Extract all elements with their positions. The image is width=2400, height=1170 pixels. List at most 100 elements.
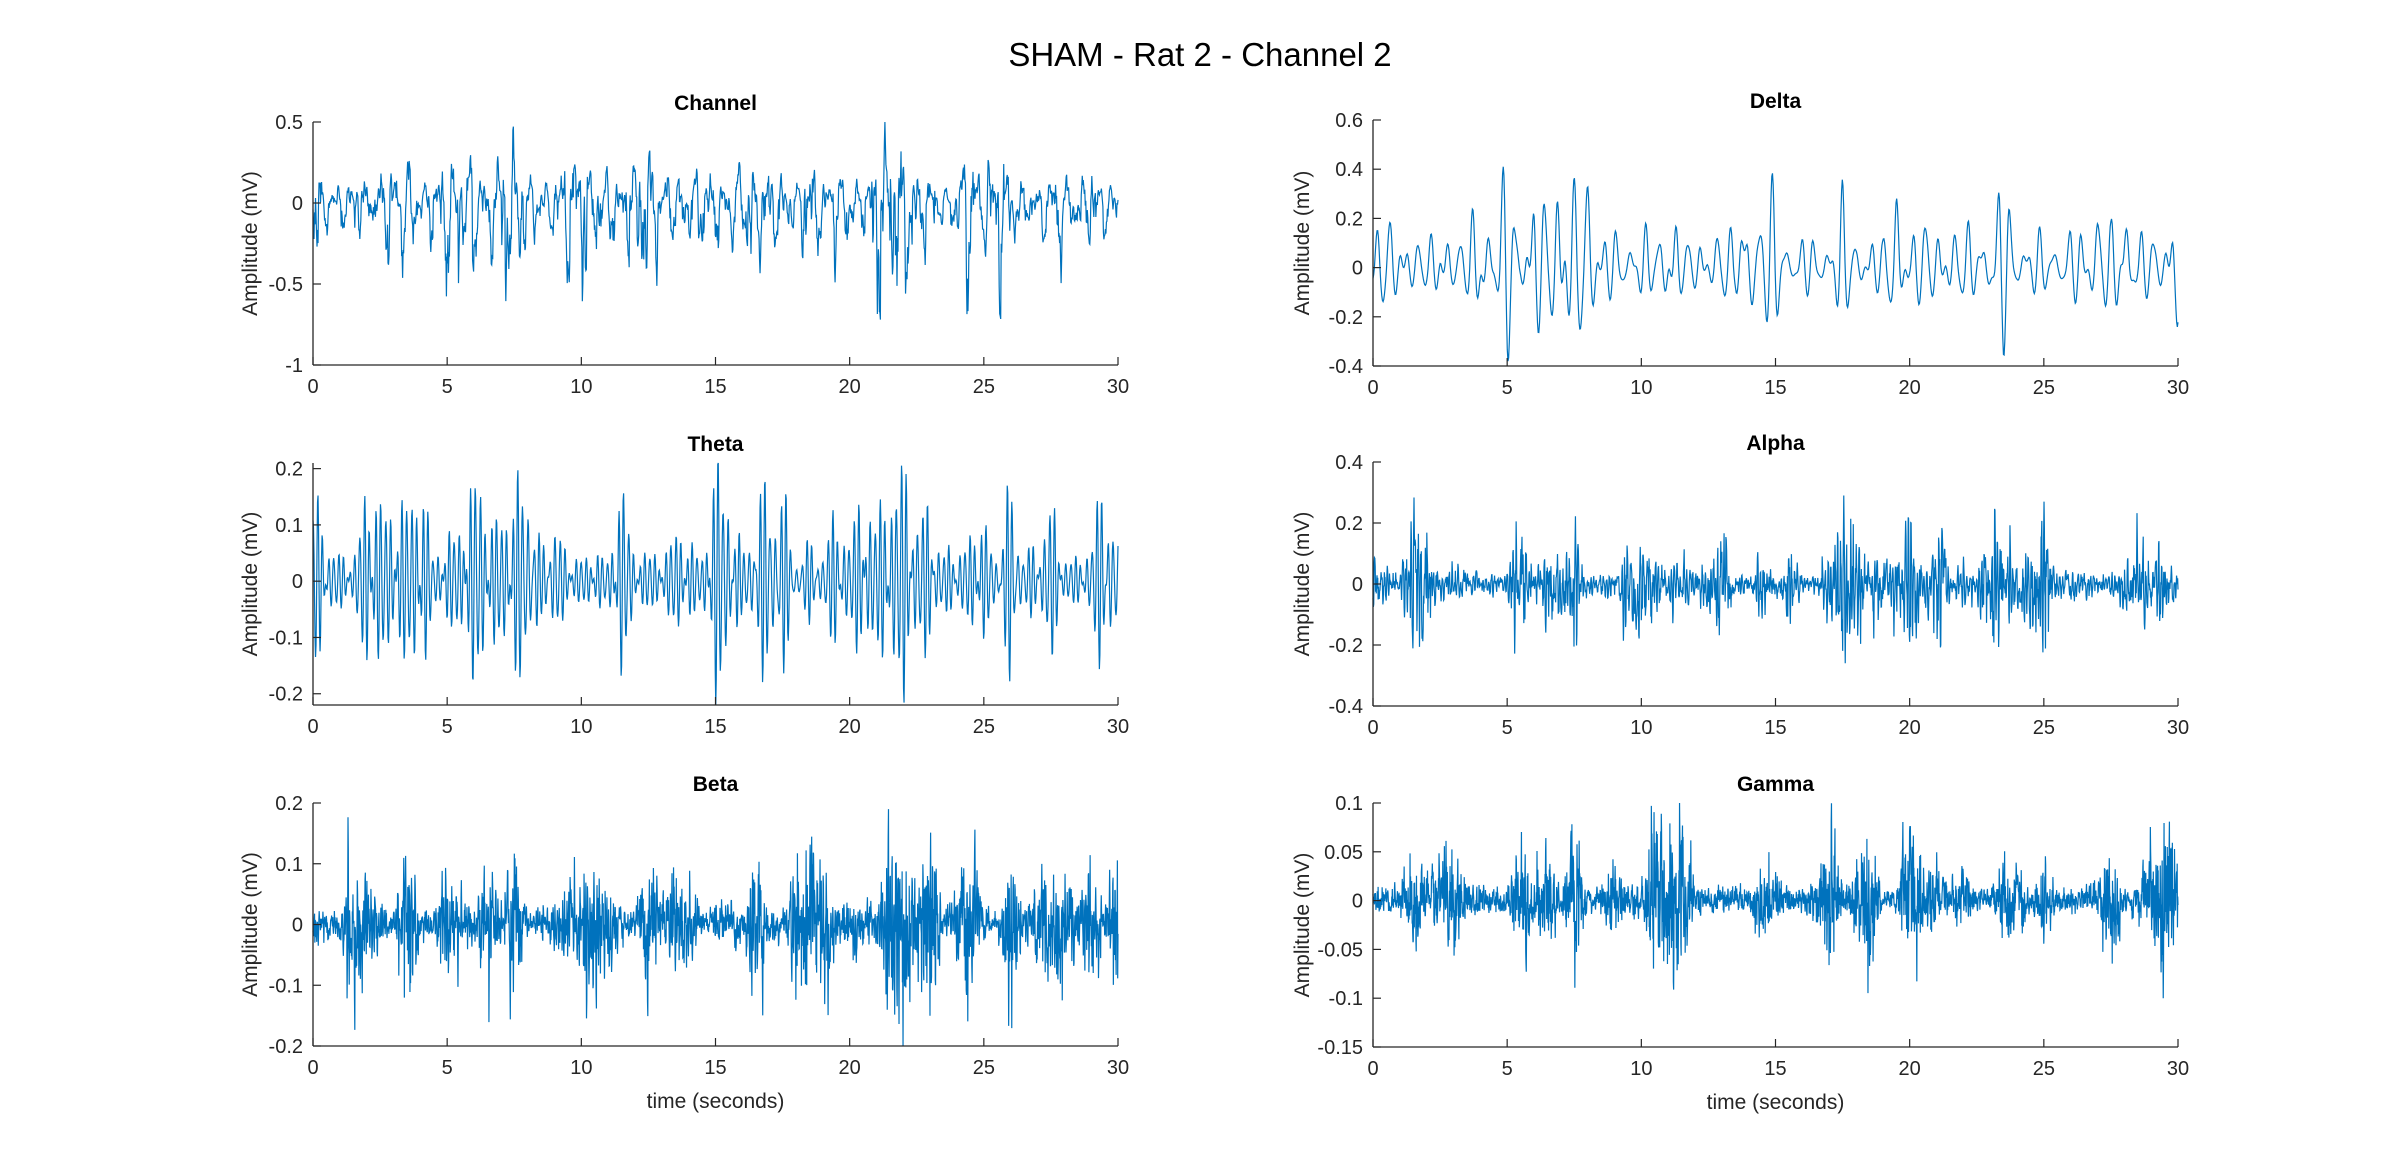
x-tick-label: 20 xyxy=(1899,717,1921,739)
x-tick-label: 15 xyxy=(1764,717,1786,739)
x-tick-label: 15 xyxy=(704,716,726,738)
x-tick-label: 5 xyxy=(442,716,453,738)
x-tick-label: 0 xyxy=(1367,1058,1378,1080)
y-axis-label: Amplitude (mV) xyxy=(239,852,262,997)
x-tick-label: 30 xyxy=(1107,716,1129,738)
y-tick-label: 0.05 xyxy=(1324,842,1363,864)
subplot-gamma: 0 5 10 15 20 25 30 -0.15 -0.1 -0.05 0 0.05 0.1 Gamma A… xyxy=(1291,773,2189,1114)
x-tick-label: 30 xyxy=(1107,1057,1129,1079)
y-tick-label: -0.1 xyxy=(269,975,303,997)
x-tick-label: 30 xyxy=(2167,717,2189,739)
y-tick-label: -0.1 xyxy=(269,627,303,649)
y-tick-label: -0.2 xyxy=(1329,635,1363,657)
y-axis-label: Amplitude (mV) xyxy=(1291,171,1314,316)
x-tick-label: 0 xyxy=(1367,717,1378,739)
x-tick-label: 0 xyxy=(1367,377,1378,399)
subplot-beta: 0 5 10 15 20 25 30 -0.2 -0.1 0 0.1 0.2 Beta Amplitude… xyxy=(239,773,1129,1113)
x-tick-label: 20 xyxy=(1899,1058,1921,1080)
x-tick-label: 5 xyxy=(1502,717,1513,739)
y-axis-label: Amplitude (mV) xyxy=(1291,853,1314,998)
x-tick-label: 0 xyxy=(307,376,318,398)
x-tick-label: 20 xyxy=(839,1057,861,1079)
x-tick-label: 10 xyxy=(1630,377,1652,399)
series-line xyxy=(1372,166,2179,362)
y-tick-label: -0.1 xyxy=(1329,988,1363,1010)
series-line xyxy=(312,121,1119,320)
y-tick-label: 0 xyxy=(292,915,303,937)
y-tick-label: -0.4 xyxy=(1329,356,1363,378)
x-tick-label: 0 xyxy=(307,1057,318,1079)
x-tick-label: 20 xyxy=(839,716,861,738)
x-tick-label: 25 xyxy=(2033,717,2055,739)
series-line xyxy=(312,809,1119,1047)
x-tick-label: 15 xyxy=(704,376,726,398)
x-tick-label: 25 xyxy=(973,1057,995,1079)
series-line xyxy=(312,462,1119,706)
x-tick-label: 10 xyxy=(570,1057,592,1079)
x-tick-label: 15 xyxy=(1764,377,1786,399)
x-tick-label: 30 xyxy=(1107,376,1129,398)
y-tick-label: 0.2 xyxy=(275,459,303,481)
subplot-title: Alpha xyxy=(1746,432,1805,455)
subplot-title: Gamma xyxy=(1737,773,1814,796)
x-tick-label: 20 xyxy=(839,376,861,398)
y-tick-label: 0.1 xyxy=(275,854,303,876)
x-tick-label: 5 xyxy=(1502,1058,1513,1080)
x-tick-label: 30 xyxy=(2167,377,2189,399)
subplot-theta: 0 5 10 15 20 25 30 -0.2 -0.1 0 0.1 0.2 Theta Amplitud… xyxy=(239,433,1129,738)
series-line xyxy=(1372,495,2179,664)
x-tick-label: 10 xyxy=(570,716,592,738)
x-axis-label: time (seconds) xyxy=(647,1090,785,1113)
y-tick-label: 0.2 xyxy=(1335,513,1363,535)
y-tick-label: -0.5 xyxy=(269,274,303,296)
x-tick-label: 25 xyxy=(2033,1058,2055,1080)
x-tick-label: 0 xyxy=(307,716,318,738)
y-tick-label: -0.2 xyxy=(269,1036,303,1058)
x-tick-label: 25 xyxy=(2033,377,2055,399)
y-axis-label: Amplitude (mV) xyxy=(1291,512,1314,657)
y-tick-label: 0.6 xyxy=(1335,110,1363,132)
y-tick-label: -0.2 xyxy=(1329,307,1363,329)
y-tick-label: -0.15 xyxy=(1317,1037,1363,1059)
x-tick-label: 15 xyxy=(1764,1058,1786,1080)
y-axis-label: Amplitude (mV) xyxy=(239,512,262,657)
y-tick-label: 0 xyxy=(1352,891,1363,913)
subplot-title: Beta xyxy=(693,773,739,796)
figure-title: SHAM - Rat 2 - Channel 2 xyxy=(1008,36,1392,73)
y-tick-label: 0 xyxy=(292,571,303,593)
y-tick-label: 0 xyxy=(1352,574,1363,596)
y-tick-label: 0.1 xyxy=(1335,793,1363,815)
x-tick-label: 30 xyxy=(2167,1058,2189,1080)
y-tick-label: -1 xyxy=(285,355,303,377)
x-tick-label: 20 xyxy=(1899,377,1921,399)
y-tick-label: 0 xyxy=(292,193,303,215)
subplot-alpha: 0 5 10 15 20 25 30 -0.4 -0.2 0 0.2 0.4 Alpha Amplitud… xyxy=(1291,432,2189,739)
y-tick-label: 0.1 xyxy=(275,515,303,537)
x-tick-label: 25 xyxy=(973,716,995,738)
x-tick-label: 5 xyxy=(1502,377,1513,399)
y-tick-label: 0.4 xyxy=(1335,159,1363,181)
subplot-title: Delta xyxy=(1750,90,1802,113)
y-tick-label: -0.2 xyxy=(269,684,303,706)
x-tick-label: 5 xyxy=(442,1057,453,1079)
y-tick-label: 0.2 xyxy=(1335,208,1363,230)
subplot-delta: 0 5 10 15 20 25 30 -0.4 -0.2 0 0.2 0.4 0.6 Delta Ampli… xyxy=(1291,90,2189,399)
y-tick-label: 0.5 xyxy=(275,112,303,134)
y-tick-label: 0 xyxy=(1352,258,1363,280)
x-tick-label: 10 xyxy=(1630,1058,1652,1080)
x-axis-label: time (seconds) xyxy=(1707,1091,1845,1114)
y-tick-label: 0.4 xyxy=(1335,452,1363,474)
x-tick-label: 5 xyxy=(442,376,453,398)
y-tick-label: -0.4 xyxy=(1329,696,1363,718)
y-axis-label: Amplitude (mV) xyxy=(239,171,262,316)
subplot-title: Channel xyxy=(674,92,757,115)
subplot-title: Theta xyxy=(687,433,743,456)
x-tick-label: 10 xyxy=(1630,717,1652,739)
x-tick-label: 15 xyxy=(704,1057,726,1079)
x-tick-label: 10 xyxy=(570,376,592,398)
subplot-channel: 0 5 10 15 20 25 30 -1 -0.5 0 0.5 Channel Amplitude (… xyxy=(239,92,1129,398)
series-line xyxy=(1372,802,2179,999)
y-tick-label: -0.05 xyxy=(1317,939,1363,961)
x-tick-label: 25 xyxy=(973,376,995,398)
